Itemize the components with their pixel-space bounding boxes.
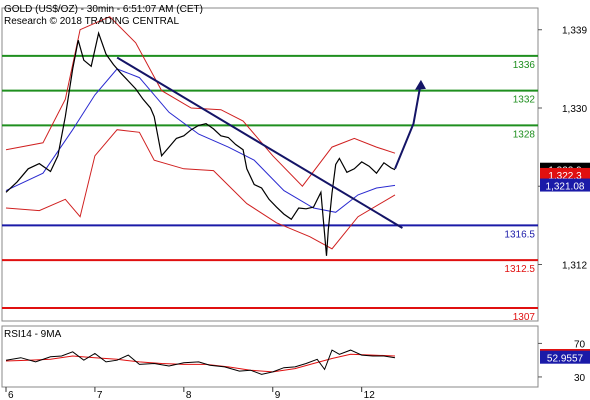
rsi-label-box: [540, 350, 590, 364]
rsi-panel: 307054.975752.9557: [5, 339, 590, 384]
time-tick-label: 7: [97, 390, 103, 400]
rsi-ma-line: [5, 353, 396, 373]
chart-frame: [1, 7, 539, 388]
price-tick-label: 1,312: [562, 260, 587, 271]
projection-arrow-line: [394, 81, 422, 170]
rsi-label-value: 52.9557: [547, 354, 584, 365]
rsi-line: [5, 349, 396, 375]
rsi-title: RSI14 - 9MA: [4, 329, 62, 340]
price-label-box: [540, 167, 590, 181]
level-label: 1312.5: [504, 264, 535, 275]
price-label-value: 1,321.08: [546, 182, 585, 193]
time-tick-label: 12: [364, 390, 376, 400]
rsi-panel-border: [1, 325, 539, 388]
time-tick-label: 9: [275, 390, 281, 400]
level-label: 1316.5: [504, 229, 535, 240]
time-axis: 6 7 8 9 12: [5, 387, 376, 400]
level-label: 1328: [513, 129, 536, 140]
price-label-value: 1,322.3: [548, 171, 582, 182]
time-tick-label: 6: [8, 390, 14, 400]
price-label-box: [540, 178, 590, 192]
price-series: [5, 31, 396, 256]
rsi-tick-label: 70: [574, 339, 586, 350]
upper-band: [5, 16, 396, 187]
lower-band: [5, 129, 396, 250]
support-resistance-levels: 1336 1332 1328 1316.5 1312.5 1307: [2, 54, 538, 323]
chart-source: Research © 2018 TRADING CENTRAL: [4, 16, 179, 27]
bollinger-bands: [5, 16, 396, 250]
level-label: 1336: [513, 60, 536, 71]
time-tick-label: 8: [186, 390, 192, 400]
moving-average: [5, 68, 396, 213]
price-line: [5, 31, 396, 256]
rsi-tick-label: 30: [574, 373, 586, 384]
main-panel-border: [1, 7, 539, 322]
trendlines: [116, 56, 426, 229]
price-tick-label: 1,330: [562, 104, 587, 115]
chart-title: GOLD (US$/OZ) - 30min - 6:51:07 AM (CET): [4, 4, 203, 15]
projection-arrow-head: [414, 79, 426, 90]
price-tick-label: 1,339: [562, 26, 587, 37]
level-label: 1332: [513, 95, 536, 106]
level-label: 1307: [513, 312, 536, 323]
downtrend-line: [116, 56, 403, 229]
